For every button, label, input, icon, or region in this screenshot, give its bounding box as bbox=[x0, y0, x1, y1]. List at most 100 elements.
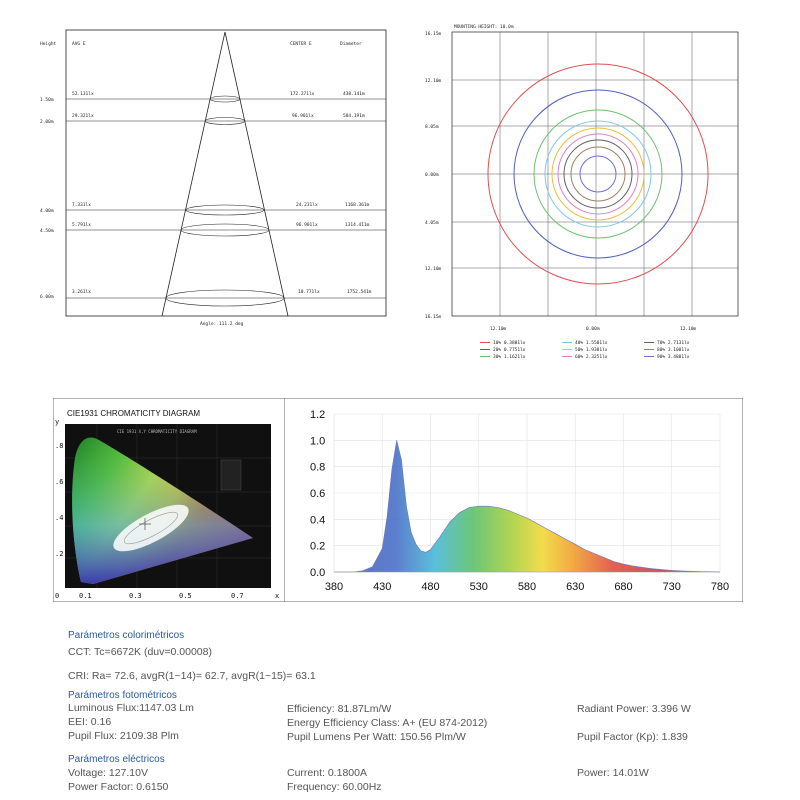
efficiency: Efficiency: 81.87Lm/W bbox=[287, 703, 392, 715]
power-factor: Power Factor: 0.6150 bbox=[68, 781, 169, 793]
electrical-title: Parámetros eléctricos bbox=[68, 754, 165, 765]
voltage: Voltage: 127.10V bbox=[68, 767, 148, 779]
cone-row-height: 1.50m bbox=[40, 97, 54, 103]
cie-y-tick: .8 bbox=[55, 442, 63, 450]
isolux-x-tick: 0.00m bbox=[586, 326, 600, 332]
cone-row-center: 10.771lx bbox=[298, 289, 320, 295]
cie-x-tick: 0.1 bbox=[79, 592, 92, 600]
cie-x-tick: 0.7 bbox=[231, 592, 244, 600]
spectrum-line bbox=[334, 440, 721, 573]
x-tick-label: 530 bbox=[470, 581, 488, 593]
isolux-contour bbox=[533, 109, 663, 239]
current: Current: 0.1800A bbox=[287, 767, 367, 779]
cie-diagram: CIE1931 CHROMATICITY DIAGRAM CIE 1931 X,… bbox=[53, 398, 285, 602]
cone-row-avg: 7.331lx bbox=[72, 202, 91, 208]
cone-row-diameter: 1752.541m bbox=[347, 289, 372, 295]
isolux-contour bbox=[551, 127, 645, 221]
legend-entry: 90% 3.4881lx bbox=[657, 354, 690, 360]
x-tick-label: 480 bbox=[421, 581, 439, 593]
legend-entry: 30% 1.1621lx bbox=[493, 354, 526, 360]
photometric-title: Parámetros fotométricos bbox=[68, 690, 177, 701]
cone-row-height: 4.50m bbox=[40, 228, 54, 234]
isolux-y-tick: 4.05m bbox=[425, 220, 439, 226]
colorimetric-title: Parámetros colorimétricos bbox=[68, 630, 185, 641]
cone-row-avg: 29.321lx bbox=[72, 113, 94, 119]
cie-y-axis-label: y bbox=[55, 418, 59, 426]
cone-row-height: 2.00m bbox=[40, 119, 54, 125]
x-tick-label: 780 bbox=[711, 581, 729, 593]
cie-y-tick: .4 bbox=[55, 514, 63, 522]
frequency: Frequency: 60.00Hz bbox=[287, 781, 382, 793]
x-tick-label: 380 bbox=[325, 581, 343, 593]
y-tick-label: 1.0 bbox=[310, 435, 325, 447]
cone-angle-label: Angle: 111.2 deg bbox=[200, 321, 244, 327]
mounting-height-label: MOUNTING HEIGHT: 10.0m bbox=[454, 24, 514, 30]
isolux-contour bbox=[570, 146, 626, 202]
isolux-contour bbox=[513, 89, 683, 259]
isolux-contour bbox=[544, 120, 652, 228]
cone-row-height: 6.00m bbox=[40, 294, 54, 300]
cone-row-center: 24.231lx bbox=[296, 202, 318, 208]
isolux-x-tick: 12.10m bbox=[490, 326, 507, 332]
legend-entry: 20% 0.7751lx bbox=[493, 347, 526, 353]
isolux-contour bbox=[563, 139, 633, 209]
cone-row-avg: 5.791lx bbox=[72, 222, 91, 228]
y-tick-label: 0.6 bbox=[310, 488, 325, 500]
cone-row-avg: 3.261lx bbox=[72, 289, 91, 295]
cie-x-tick: 0.3 bbox=[129, 592, 142, 600]
pupil-lumens: Pupil Lumens Per Watt: 150.56 Plm/W bbox=[287, 731, 466, 743]
luminous-flux: Luminous Flux:1147.03 Lm bbox=[68, 702, 194, 714]
cie-x-tick: 0.5 bbox=[179, 592, 192, 600]
x-tick-label: 580 bbox=[518, 581, 536, 593]
isolux-y-tick: 12.10m bbox=[425, 266, 442, 272]
isolux-y-tick: 16.15m bbox=[425, 31, 442, 37]
cone-row-center: 96.901lx bbox=[292, 113, 314, 119]
x-tick-label: 680 bbox=[614, 581, 632, 593]
y-tick-label: 0.4 bbox=[310, 514, 325, 526]
cone-row-height: 4.00m bbox=[40, 208, 54, 214]
cone-row-center: 172.271lx bbox=[290, 91, 315, 97]
cie-title: CIE1931 CHROMATICITY DIAGRAM bbox=[67, 409, 200, 418]
cie-x-axis-label: x bbox=[275, 592, 279, 600]
cone-header-center: CENTER E bbox=[290, 41, 312, 47]
pupil-flux: Pupil Flux: 2109.38 Plm bbox=[68, 730, 179, 742]
y-tick-label: 0.8 bbox=[310, 462, 325, 474]
cie-y-tick: .6 bbox=[55, 478, 63, 486]
x-tick-label: 730 bbox=[663, 581, 681, 593]
energy-class: Energy Efficiency Class: A+ (EU 874-2012… bbox=[287, 717, 488, 729]
spectrum-area bbox=[334, 440, 720, 572]
cone-diagram: Height AVG E CENTER E Diameter 1.50m 52.… bbox=[40, 29, 387, 327]
radiant-power: Radiant Power: 3.396 W bbox=[577, 703, 691, 715]
y-tick-label: 0.0 bbox=[310, 567, 325, 579]
legend-entry: 50% 1.9381lx bbox=[575, 347, 608, 353]
x-tick-label: 430 bbox=[373, 581, 391, 593]
isolux-contour bbox=[557, 133, 639, 215]
isolux-contour bbox=[579, 155, 617, 193]
power: Power: 14.01W bbox=[577, 767, 649, 779]
isolux-y-tick: 12.10m bbox=[425, 78, 442, 84]
cone-header-diameter: Diameter bbox=[340, 41, 362, 47]
cone-row-diameter: 1168.361m bbox=[345, 202, 370, 208]
cone-row-center: 96.901lx bbox=[296, 222, 318, 228]
legend-entry: 10% 0.3881lx bbox=[493, 340, 526, 346]
cie-x-tick: 0 bbox=[55, 592, 59, 600]
cone-row-diameter: 438.141m bbox=[343, 91, 365, 97]
isolux-y-tick: 0.00m bbox=[425, 172, 439, 178]
cct-value: CCT: Tc=6672K (duv=0.00008) bbox=[68, 646, 212, 658]
cone-row-avg: 52.131lx bbox=[72, 91, 94, 97]
isolux-diagram: MOUNTING HEIGHT: 10.0m 16.15m 12.10m 8.0… bbox=[425, 24, 739, 360]
legend-entry: 60% 2.3251lx bbox=[575, 354, 608, 360]
cone-row-diameter: 1314.411m bbox=[345, 222, 370, 228]
y-tick-label: 0.2 bbox=[310, 541, 325, 553]
legend-entry: 40% 1.5501lx bbox=[575, 340, 608, 346]
isolux-contour bbox=[487, 63, 709, 285]
legend-entry: 70% 2.7131lx bbox=[657, 340, 690, 346]
cone-header-height: Height bbox=[40, 41, 57, 47]
pupil-factor: Pupil Factor (Kp): 1.839 bbox=[577, 731, 688, 743]
isolux-y-tick: 8.05m bbox=[425, 124, 439, 130]
spectrum-chart: 0.0 0.2 0.4 0.6 0.8 1.0 1.2 380 430 480 530 580 630… bbox=[284, 398, 743, 602]
y-tick-label: 1.2 bbox=[310, 409, 325, 421]
cri-value: CRI: Ra= 72.6, avgR(1~14)= 62.7, avgR(1~… bbox=[68, 670, 316, 682]
cie-y-tick: .2 bbox=[55, 550, 63, 558]
isolux-y-tick: 16.15m bbox=[425, 314, 442, 320]
